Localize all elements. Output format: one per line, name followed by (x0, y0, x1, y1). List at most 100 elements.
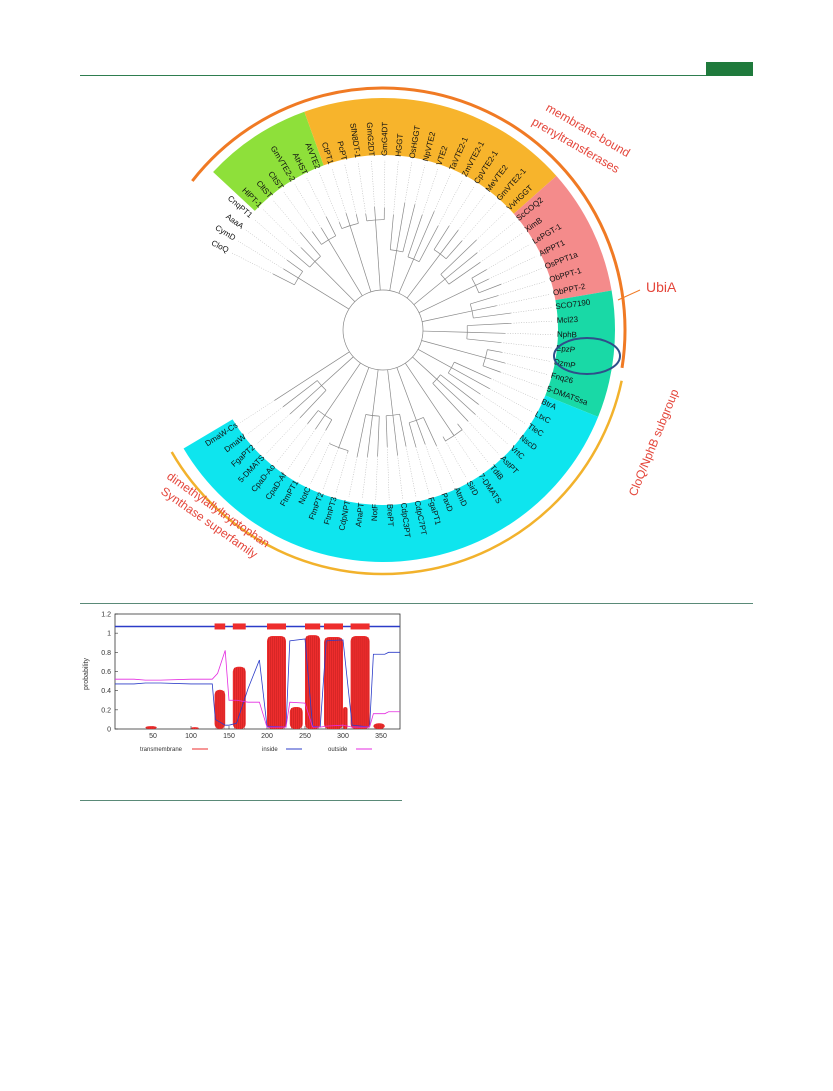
branch-dotted (310, 442, 331, 484)
figure-separator-top (80, 603, 753, 604)
leaf-label: CloQ (210, 238, 230, 254)
leaf-label: AnaPT (354, 502, 366, 527)
leaf-label: DzmP (553, 357, 576, 370)
branch-dotted (480, 393, 526, 424)
tm-segment (350, 636, 370, 729)
branch-dotted (344, 164, 357, 215)
sector-pink (513, 175, 612, 301)
branch-dotted (490, 378, 539, 401)
branch-dotted (504, 362, 548, 375)
tm-segment (214, 689, 226, 729)
leaf-label: Mcl23 (557, 315, 579, 325)
branch (448, 372, 481, 395)
tm-segment (232, 666, 246, 729)
branch (283, 268, 299, 279)
branch-dotted (461, 202, 496, 241)
branch (482, 365, 501, 373)
branch-dotted (318, 172, 340, 223)
branch (375, 219, 381, 291)
branch-dotted (256, 413, 291, 445)
y-tick-label: 0.4 (101, 688, 111, 695)
branch-arc (386, 413, 400, 417)
branch-dotted (387, 446, 390, 500)
branch (422, 310, 473, 322)
branch (457, 423, 463, 430)
arc-membrane-bound (191, 86, 627, 369)
branch-arc (366, 219, 385, 222)
branch-dotted (331, 167, 347, 214)
tm-segment (289, 706, 303, 729)
branch (338, 222, 343, 229)
branch-dotted (262, 209, 302, 248)
branch-dotted (500, 268, 542, 285)
branch-dotted (371, 160, 375, 207)
branch-dotted (393, 160, 399, 215)
branch (405, 363, 455, 436)
branch (315, 415, 326, 430)
branch (440, 374, 479, 405)
topology-tm-block (214, 623, 226, 630)
branch-dotted (437, 179, 463, 226)
branch (398, 258, 414, 294)
y-tick-label: 0.2 (101, 707, 111, 714)
branch (485, 357, 506, 364)
branch-arc (321, 235, 336, 245)
branch (417, 348, 452, 368)
branch-dotted (266, 417, 301, 454)
branch-dotted (283, 191, 313, 232)
x-tick-label: 250 (299, 733, 311, 740)
branch-dotted (475, 414, 509, 445)
tm-axes: 0 0.2 0.4 0.6 0.8 1 1.2 50 100 150 200 250 300 350 (101, 612, 401, 740)
branch-dotted (505, 333, 553, 335)
branch-dotted (510, 307, 552, 314)
legend-inside: inside (262, 747, 278, 753)
x-tick-label: 300 (337, 733, 349, 740)
branch (472, 305, 497, 312)
branch (349, 225, 372, 292)
tm-ylabel: probability (83, 658, 90, 690)
branch (412, 356, 437, 380)
sector-teal (545, 290, 615, 417)
branch (421, 340, 486, 359)
branch-dotted (424, 444, 443, 490)
branch (311, 231, 322, 245)
branch-arc (294, 271, 303, 286)
branch (365, 213, 368, 221)
branch-dotted (458, 194, 486, 231)
branch (422, 330, 468, 333)
phylogenetic-tree-figure: CloQCymDAaaACnqPT1HlPT-1CltSTCltSTGmVTE2… (158, 86, 682, 576)
branch-dotted (476, 211, 506, 241)
branch-arc (318, 410, 332, 420)
x-tick-label: 350 (375, 733, 387, 740)
branch (307, 410, 319, 424)
branch-dotted (467, 421, 500, 455)
root-arc (342, 289, 424, 371)
branch (396, 202, 406, 251)
branch-dotted (357, 161, 366, 214)
branch-dotted (348, 456, 358, 497)
branch-dotted (335, 452, 348, 494)
branch (298, 277, 350, 310)
branch (433, 225, 450, 250)
branch (367, 415, 373, 457)
branch (448, 262, 481, 285)
branch (416, 420, 426, 445)
branch (406, 253, 441, 299)
branch (272, 273, 295, 286)
branch (377, 416, 380, 457)
y-tick-label: 0.6 (101, 669, 111, 676)
legend-transmembrane: transmembrane (140, 747, 183, 753)
x-tick-label: 50 (149, 733, 157, 740)
topology-tm-block (267, 623, 286, 630)
branch-dotted (276, 423, 308, 463)
branch-dotted (384, 160, 386, 208)
branch (355, 214, 359, 224)
branch-dotted (397, 455, 403, 499)
branch (402, 204, 416, 253)
y-tick-label: 1.2 (101, 612, 111, 619)
leaf-label: BrePT (385, 504, 395, 527)
branch-dotted (322, 448, 339, 490)
tm-segment (324, 637, 343, 729)
branch-arc (432, 374, 441, 384)
branch (324, 362, 361, 416)
